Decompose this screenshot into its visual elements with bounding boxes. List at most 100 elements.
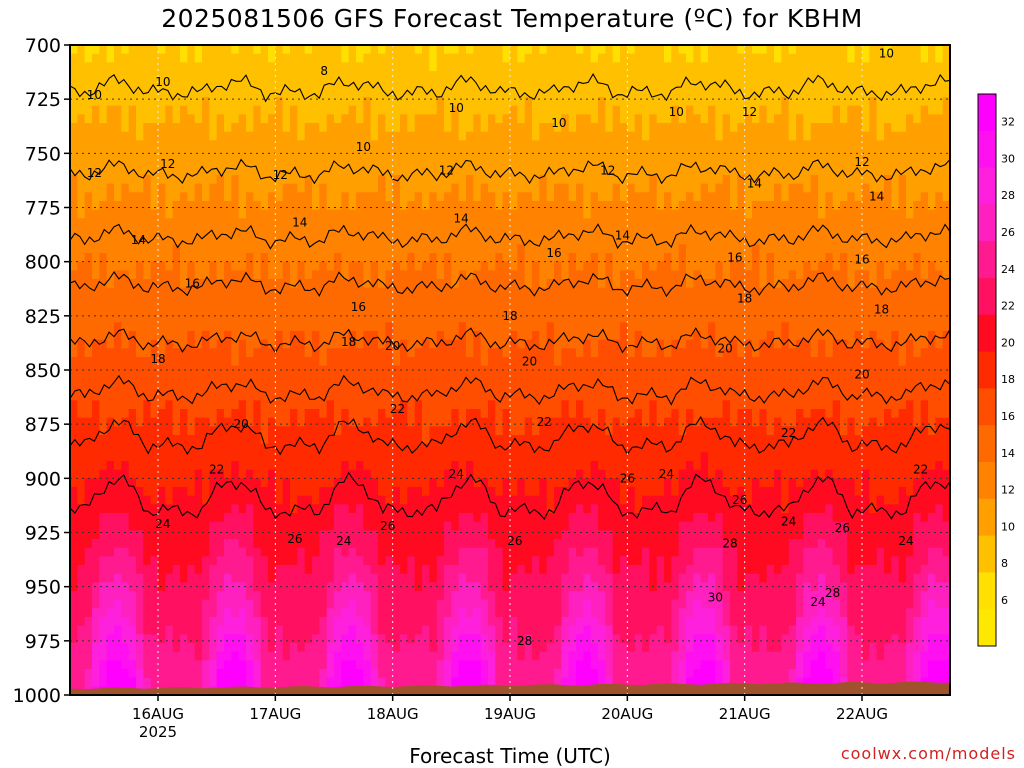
heat-cell (341, 331, 350, 341)
heat-cell (546, 669, 555, 679)
heat-cell (341, 296, 350, 306)
heat-cell (334, 521, 342, 531)
heat-cell (70, 166, 78, 176)
heat-cell (334, 469, 342, 479)
heat-cell (282, 253, 291, 263)
heat-cell (99, 201, 108, 211)
heat-cell (231, 478, 240, 488)
heat-cell (128, 634, 137, 644)
heat-cell (539, 487, 548, 497)
heat-cell (297, 391, 306, 401)
heat-cell (341, 235, 350, 245)
heat-cell (121, 513, 130, 523)
heat-cell (282, 131, 291, 141)
heat-cell (92, 71, 100, 81)
heat-cell (106, 617, 115, 627)
heat-cell (238, 452, 247, 462)
heat-cell (466, 227, 474, 237)
heat-cell (444, 201, 452, 211)
heat-cell (172, 53, 181, 63)
heat-cell (260, 521, 269, 531)
heat-cell (187, 556, 196, 566)
heat-cell (158, 565, 166, 575)
heat-cell (268, 331, 276, 341)
heat-cell (429, 443, 438, 453)
heat-cell (106, 539, 115, 549)
heat-cell (92, 201, 100, 211)
heat-cell (326, 625, 335, 635)
heat-cell (539, 643, 548, 653)
heat-cell (524, 643, 533, 653)
heat-cell (400, 643, 408, 653)
heat-cell (165, 131, 174, 141)
heat-cell (106, 504, 115, 514)
heat-cell (180, 157, 188, 167)
heat-cell (180, 88, 188, 98)
heat-cell (202, 521, 210, 531)
heat-cell (253, 391, 262, 401)
heat-cell (356, 495, 364, 505)
heat-cell (473, 97, 482, 107)
heat-cell (458, 521, 467, 531)
heat-cell (466, 660, 474, 670)
heat-cell (495, 374, 504, 384)
heat-cell (260, 201, 269, 211)
heat-cell (136, 374, 144, 384)
heat-cell (488, 599, 496, 609)
heat-cell (260, 643, 269, 653)
heat-cell (282, 192, 291, 202)
heat-cell (363, 331, 372, 341)
heat-cell (532, 209, 540, 219)
heat-cell (378, 625, 386, 635)
heat-cell (209, 79, 218, 89)
heat-cell (114, 521, 122, 531)
heat-cell (70, 417, 78, 427)
heat-cell (546, 409, 555, 419)
heat-cell (172, 365, 181, 375)
heat-cell (92, 443, 100, 453)
heat-cell (165, 149, 174, 159)
heat-cell (180, 643, 188, 653)
heat-cell (407, 322, 416, 332)
heat-cell (194, 71, 203, 81)
heat-cell (539, 296, 548, 306)
heat-cell (495, 565, 504, 575)
heat-cell (238, 357, 247, 367)
heat-cell (172, 114, 181, 124)
heat-cell (106, 296, 115, 306)
heat-cell (136, 62, 144, 72)
heat-cell (546, 305, 555, 315)
heat-cell (128, 53, 137, 63)
heat-cell (532, 495, 540, 505)
heat-cell (268, 305, 276, 315)
heat-cell (158, 591, 166, 601)
heat-cell (84, 565, 93, 575)
heat-cell (341, 608, 350, 618)
heat-cell (128, 409, 137, 419)
heat-cell (326, 140, 335, 150)
heat-cell (238, 192, 247, 202)
heat-cell (392, 261, 401, 271)
heat-cell (77, 400, 86, 410)
heat-cell (517, 452, 526, 462)
heat-cell (495, 105, 504, 115)
heat-cell (216, 88, 225, 98)
heat-cell (546, 175, 555, 185)
heat-cell (77, 487, 86, 497)
heat-cell (392, 88, 401, 98)
heat-cell (348, 625, 357, 635)
heat-cell (194, 625, 203, 635)
heat-cell (77, 201, 86, 211)
heat-cell (422, 287, 430, 297)
heat-cell (114, 331, 122, 341)
heat-cell (187, 331, 196, 341)
heat-cell (370, 617, 379, 627)
heat-cell (341, 521, 350, 531)
heat-cell (488, 417, 496, 427)
heat-cell (510, 417, 518, 427)
heat-cell (414, 97, 423, 107)
heat-cell (480, 530, 489, 540)
heat-cell (128, 521, 137, 531)
heat-cell (312, 62, 320, 72)
heat-cell (187, 253, 196, 263)
